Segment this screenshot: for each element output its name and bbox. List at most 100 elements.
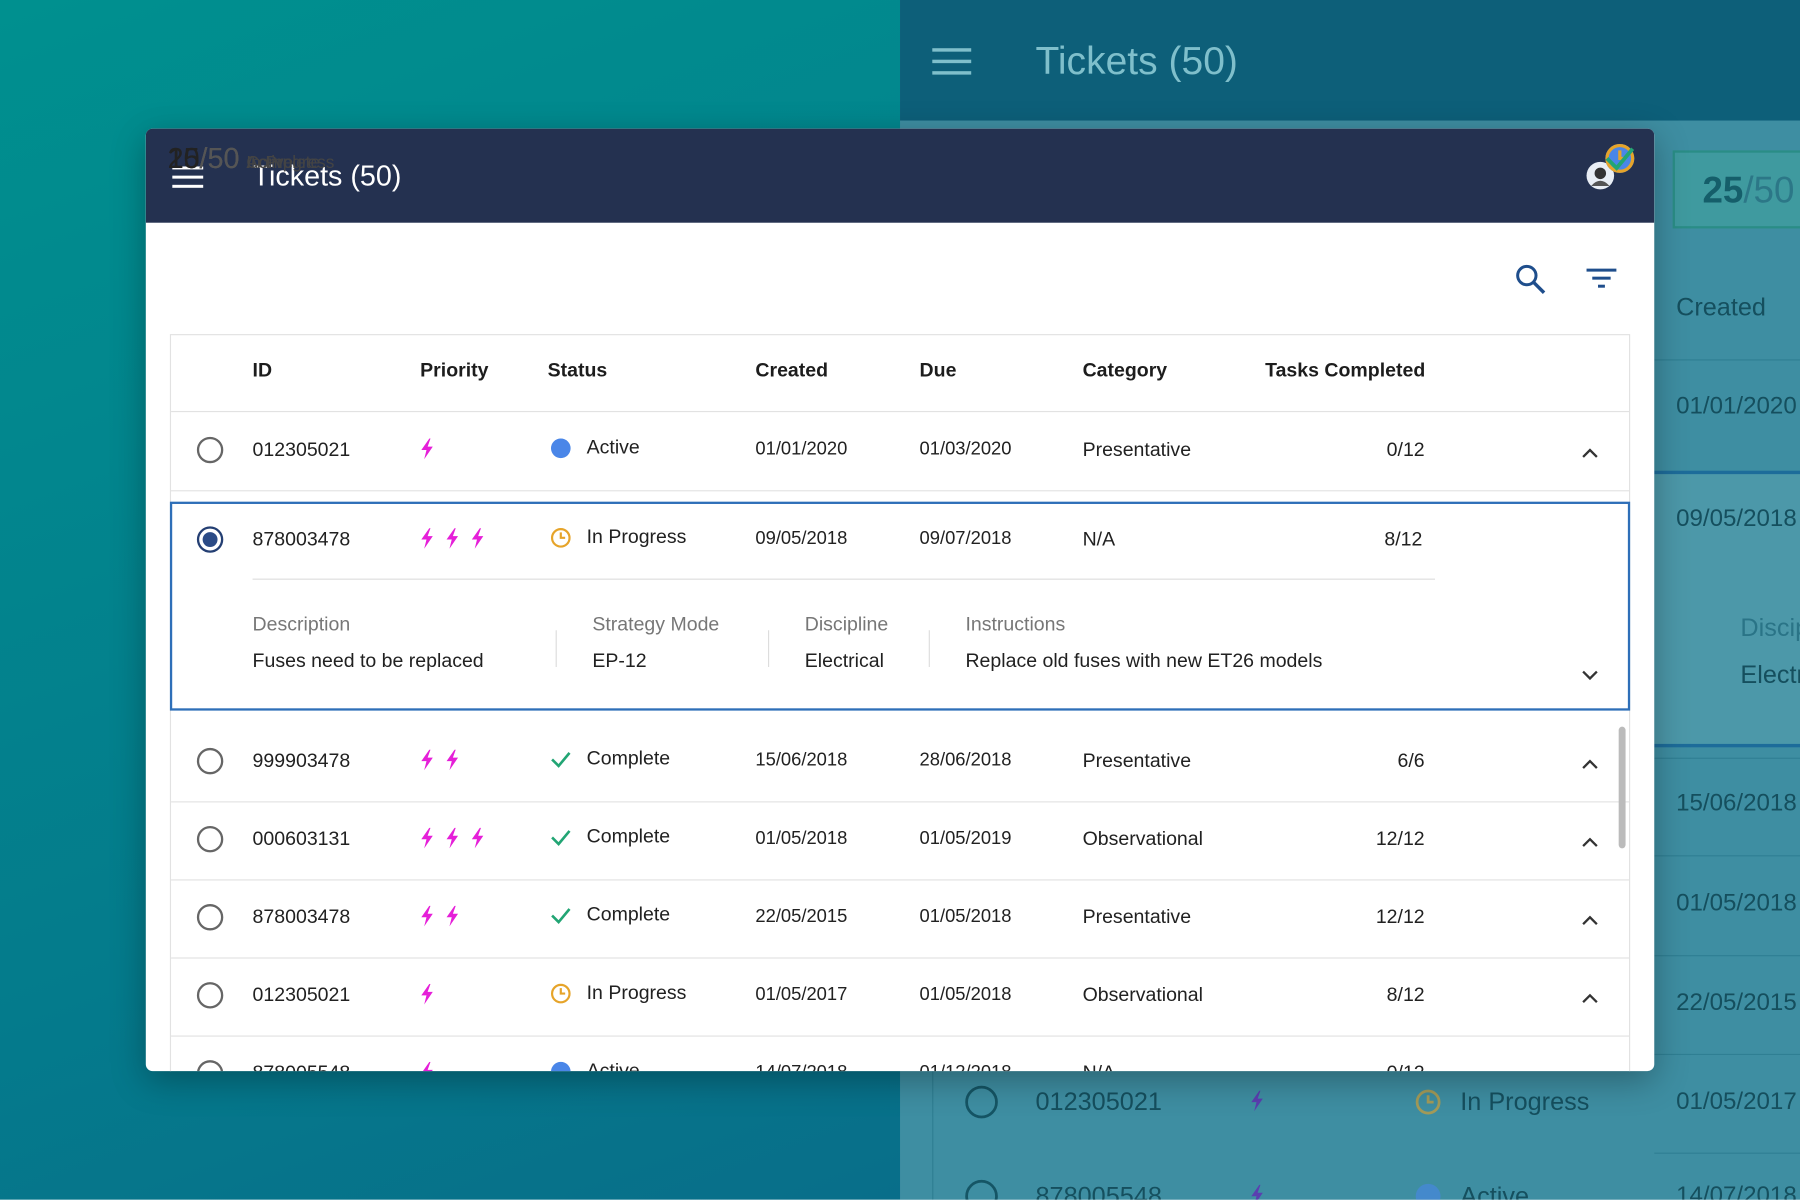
tasks: 12/12 [1375, 827, 1425, 850]
status: Active [586, 436, 640, 459]
background-id: 012305021 [1035, 1087, 1162, 1116]
priority-bolts [420, 528, 496, 549]
row-select-radio[interactable] [195, 1058, 225, 1072]
background-radio [964, 1085, 998, 1125]
expand-toggle[interactable] [1581, 833, 1599, 847]
category: Presentative [1082, 749, 1192, 772]
background-row-line [1654, 1152, 1800, 1154]
background-column: Created [1676, 292, 1766, 322]
avatar[interactable] [1585, 161, 1615, 191]
row-select-radio[interactable] [195, 435, 225, 465]
table-row[interactable]: 012305021 In Progress 01/05/2017 01/05/2018… [171, 957, 1630, 1037]
background-title: Tickets (50) [1035, 39, 1238, 84]
background-row-line [1654, 1053, 1800, 1056]
menu-button[interactable] [172, 165, 204, 190]
expand-toggle[interactable] [1581, 755, 1599, 769]
created: 09/05/2018 [755, 529, 848, 549]
column-header: Tasks Completed [1265, 359, 1426, 382]
ticket-id: 999903478 [252, 749, 351, 772]
background-detail-label: Discipline [1740, 613, 1800, 642]
expand-toggle[interactable] [1581, 666, 1599, 681]
due: 09/07/2018 [919, 529, 1012, 549]
ticket-id: 012305021 [252, 983, 351, 1006]
category: Presentative [1082, 438, 1192, 461]
detail-separator [768, 630, 770, 667]
expand-toggle[interactable] [1581, 1068, 1599, 1071]
tasks: 8/12 [1386, 983, 1425, 1006]
summary-count: 10 [167, 142, 200, 176]
summary-icon [1604, 142, 1636, 174]
table-row[interactable]: 878005548 Active 14/07/2018 01/12/2018 N/A 0/… [171, 1035, 1629, 1072]
summary-label: In Progress [246, 153, 335, 173]
filter-button[interactable] [1585, 266, 1617, 291]
status-icon [550, 1061, 572, 1072]
created: 01/01/2020 [755, 439, 848, 460]
background-total: /50 [1743, 169, 1795, 211]
row-select-radio[interactable] [195, 980, 225, 1010]
detail-label: Strategy Mode [592, 613, 720, 635]
divider [252, 578, 1435, 580]
tasks: 6/6 [1397, 749, 1425, 772]
detail-separator [928, 630, 930, 667]
priority-bolts [420, 749, 471, 771]
background-date: 15/06/2018 [1676, 789, 1797, 817]
status: Complete [586, 903, 671, 926]
app-title: Tickets (50) [252, 160, 402, 193]
expanded-row[interactable]: 878003478 In Progress 09/05/2018 09/07/2018… [169, 501, 1631, 711]
due: 01/03/2020 [919, 439, 1012, 460]
row-select-radio[interactable] [195, 746, 225, 776]
status: In Progress [586, 525, 687, 548]
table-row[interactable]: 878003478 Complete 22/05/2015 01/05/2018 Pre… [171, 879, 1630, 959]
table-row[interactable]: 999903478 Complete 15/06/2018 28/06/2018 Pre… [171, 723, 1630, 803]
category: Presentative [1082, 905, 1192, 928]
status: In Progress [586, 981, 687, 1004]
search-button[interactable] [1514, 263, 1548, 297]
background-date: 09/05/2018 [1676, 505, 1797, 532]
detail-value: Fuses need to be replaced [252, 649, 484, 672]
background-status: Active [1460, 1181, 1530, 1200]
background-menu-icon [932, 48, 972, 75]
due: 01/05/2019 [919, 828, 1012, 849]
table-row[interactable]: 012305021 Active 01/01/2020 01/03/2020 Prese… [171, 412, 1630, 492]
table-row[interactable]: 000603131 Complete 01/05/2018 01/05/2019 Obs… [171, 801, 1630, 881]
background-date: 22/05/2015 [1676, 989, 1797, 1016]
tasks: 0/12 [1386, 438, 1425, 461]
summary-count: 15 [167, 142, 200, 176]
expand-toggle[interactable] [1581, 990, 1599, 1004]
row-select-radio[interactable] [195, 824, 225, 854]
detail-value: Electrical [804, 649, 884, 672]
background-row-line [1654, 359, 1800, 361]
tickets-window: Tickets (50) 15/50 Active 10/50 In Progress… [145, 128, 1655, 1072]
background-status-icon [1414, 1182, 1442, 1200]
created: 15/06/2018 [755, 750, 848, 771]
detail-label: Description [252, 613, 351, 635]
tasks: 8/12 [1384, 528, 1423, 550]
due: 01/05/2018 [919, 906, 1012, 927]
summary-total: /50 [199, 142, 240, 176]
created: 22/05/2015 [755, 906, 848, 927]
column-header: Due [919, 359, 957, 382]
row-select-radio[interactable] [195, 525, 225, 555]
column-header: Status [547, 359, 608, 382]
status: Active [586, 1059, 640, 1072]
scrollbar[interactable] [1618, 726, 1626, 849]
background-date: 01/01/2020 [1676, 392, 1797, 420]
background-date: 01/05/2018 [1676, 889, 1797, 917]
background-detail-value: Electrical [1740, 660, 1800, 689]
status-icon [550, 748, 572, 770]
background-created: 14/07/2018 [1676, 1182, 1797, 1200]
category: N/A [1082, 528, 1116, 550]
expand-toggle[interactable] [1581, 444, 1599, 458]
priority-bolts [420, 905, 471, 927]
summary-total: /50 [199, 142, 240, 176]
background-status: In Progress [1460, 1087, 1590, 1116]
due: 01/05/2018 [919, 984, 1012, 1005]
priority-bolts [420, 1061, 445, 1072]
summary-count: 25 [167, 142, 200, 176]
row-select-radio[interactable] [195, 902, 225, 932]
priority-bolts [420, 438, 445, 460]
expand-toggle[interactable] [1581, 912, 1599, 925]
column-header: Category [1082, 359, 1168, 382]
